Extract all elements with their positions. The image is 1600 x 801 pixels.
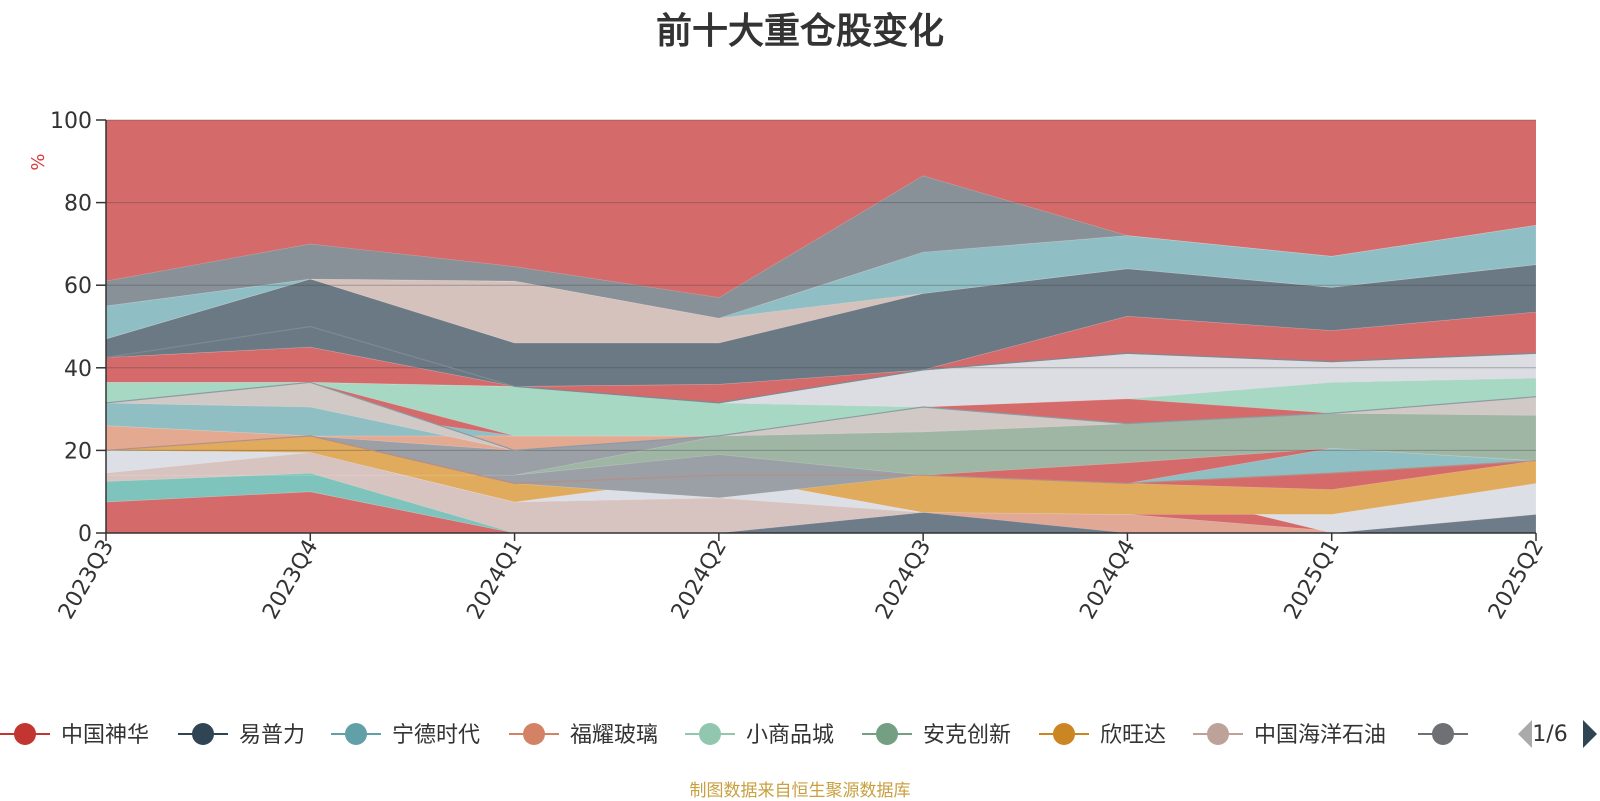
legend-circle-marker: [1432, 723, 1454, 745]
area-layer-11: [106, 412, 1537, 476]
area-layers: [105, 120, 1537, 534]
legend-label: 小商品城: [746, 723, 834, 748]
x-tick-label: 2025Q2: [1484, 536, 1549, 624]
area-layer-19: [105, 175, 1537, 319]
legend-item[interactable]: 小商品城: [685, 723, 834, 748]
legend-pager: 1/6: [1518, 720, 1597, 748]
legend-circle-marker: [523, 723, 545, 745]
legend-label: 中国海洋石油: [1254, 723, 1386, 748]
legend-label: 宁德时代: [392, 723, 480, 748]
legend-circle-marker: [1207, 723, 1229, 745]
series-line-2: [105, 435, 1537, 485]
legend: 中国神华 易普力 宁德时代 福耀玻璃 小商品城 安克创新 欣旺达 中国海洋石油: [0, 723, 1468, 748]
legend-label: 中国神华: [61, 723, 149, 748]
legend-item[interactable]: 安克创新: [862, 723, 1011, 748]
y-tick-label: 60: [64, 274, 92, 299]
legend-item[interactable]: 宁德时代: [331, 723, 480, 748]
legend-label: 安克创新: [923, 723, 1011, 748]
y-tick-label: 20: [64, 439, 92, 464]
legend-item[interactable]: 中国神华: [0, 723, 149, 748]
y-tick-label: 40: [64, 357, 92, 382]
legend-prev-arrow-icon[interactable]: [1518, 720, 1532, 748]
legend-item[interactable]: 易普力: [178, 723, 305, 748]
series-line-3: [105, 381, 1537, 452]
chart-title: 前十大重仓股变化: [655, 11, 944, 52]
legend-circle-marker: [345, 723, 367, 745]
legend-item[interactable]: 福耀玻璃: [509, 723, 658, 748]
legend-circle-marker: [1053, 723, 1075, 745]
legend-item[interactable]: 欣旺达: [1039, 723, 1166, 748]
x-tick-label: 2025Q1: [1280, 536, 1345, 624]
series-lines: [105, 325, 1537, 485]
y-tick-label: 80: [64, 192, 92, 217]
legend-label: 欣旺达: [1100, 723, 1166, 748]
x-tick-label: 2024Q3: [871, 536, 936, 624]
legend-circle-marker: [192, 723, 214, 745]
legend-page-indicator: 1/6: [1532, 722, 1567, 747]
y-axis-unit-label: %: [28, 153, 49, 170]
series-line-1: [105, 325, 1537, 404]
legend-item[interactable]: [1418, 723, 1468, 745]
data-source-note: 制图数据来自恒生聚源数据库: [689, 781, 911, 801]
legend-label: 福耀玻璃: [570, 723, 658, 748]
legend-circle-marker: [14, 723, 36, 745]
legend-circle-marker: [876, 723, 898, 745]
x-tick-label: 2024Q4: [1075, 536, 1140, 624]
legend-next-arrow-icon[interactable]: [1583, 720, 1597, 748]
legend-item[interactable]: 中国海洋石油: [1193, 723, 1386, 748]
x-tick-label: 2024Q2: [667, 536, 732, 624]
legend-circle-marker: [699, 723, 721, 745]
legend-label: 易普力: [239, 723, 305, 748]
grid-lines: [106, 119, 1536, 451]
x-tick-label: 2024Q1: [462, 536, 527, 624]
y-tick-label: 100: [50, 109, 92, 134]
x-tick-label: 2023Q4: [258, 536, 323, 624]
x-tick-label: 2023Q3: [54, 536, 119, 624]
y-tick-label: 0: [78, 522, 92, 547]
